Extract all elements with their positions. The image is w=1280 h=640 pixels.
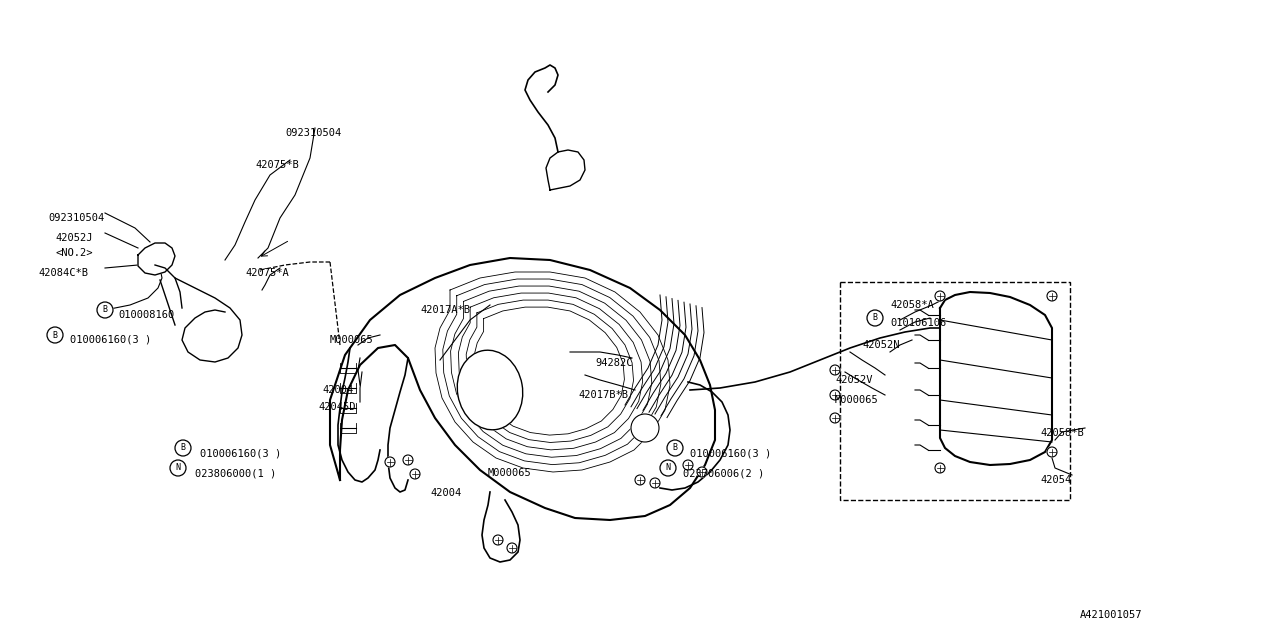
Circle shape — [493, 535, 503, 545]
Polygon shape — [940, 292, 1052, 465]
Text: B: B — [52, 330, 58, 339]
Text: 42052J: 42052J — [55, 233, 92, 243]
Circle shape — [635, 475, 645, 485]
Polygon shape — [330, 258, 716, 520]
Text: M000065: M000065 — [488, 468, 531, 478]
Circle shape — [1047, 447, 1057, 457]
Text: 42058*B: 42058*B — [1039, 428, 1084, 438]
Ellipse shape — [457, 350, 522, 430]
Text: 42052V: 42052V — [835, 375, 873, 385]
Text: 42058*A: 42058*A — [890, 300, 933, 310]
Circle shape — [1047, 291, 1057, 301]
Circle shape — [934, 463, 945, 473]
Circle shape — [385, 457, 396, 467]
Circle shape — [650, 478, 660, 488]
Text: B: B — [672, 444, 677, 452]
Text: 42075*A: 42075*A — [244, 268, 289, 278]
Text: A421001057: A421001057 — [1080, 610, 1143, 620]
Circle shape — [829, 390, 840, 400]
Text: 42075*B: 42075*B — [255, 160, 298, 170]
Text: 010008160: 010008160 — [118, 310, 174, 320]
Circle shape — [660, 460, 676, 476]
Circle shape — [170, 460, 186, 476]
Text: M000065: M000065 — [330, 335, 374, 345]
Polygon shape — [547, 150, 585, 190]
Text: 023806000(1 ): 023806000(1 ) — [195, 468, 276, 478]
Text: 010106106: 010106106 — [890, 318, 946, 328]
Text: <NO.2>: <NO.2> — [55, 248, 92, 258]
Bar — [840, 282, 1070, 500]
Text: 010006160(3 ): 010006160(3 ) — [690, 448, 772, 458]
Text: 010006160(3 ): 010006160(3 ) — [70, 335, 151, 345]
Text: 023706006(2 ): 023706006(2 ) — [684, 468, 764, 478]
Text: 092310504: 092310504 — [285, 128, 342, 138]
Circle shape — [698, 467, 707, 477]
Text: 42004: 42004 — [430, 488, 461, 498]
Circle shape — [410, 469, 420, 479]
Text: 42054: 42054 — [1039, 475, 1071, 485]
Text: 010006160(3 ): 010006160(3 ) — [200, 448, 282, 458]
Circle shape — [934, 291, 945, 301]
Circle shape — [47, 327, 63, 343]
Text: 42017A*B: 42017A*B — [420, 305, 470, 315]
Text: 42052N: 42052N — [861, 340, 900, 350]
Text: N: N — [666, 463, 671, 472]
Text: 42084C*B: 42084C*B — [38, 268, 88, 278]
Circle shape — [403, 455, 413, 465]
Text: B: B — [102, 305, 108, 314]
Circle shape — [175, 440, 191, 456]
Text: B: B — [873, 314, 878, 323]
Circle shape — [507, 543, 517, 553]
Polygon shape — [138, 243, 175, 275]
Circle shape — [867, 310, 883, 326]
Circle shape — [684, 460, 692, 470]
Text: N: N — [175, 463, 180, 472]
Text: 092310504: 092310504 — [49, 213, 104, 223]
Circle shape — [829, 365, 840, 375]
Text: M000065: M000065 — [835, 395, 879, 405]
Text: B: B — [180, 444, 186, 452]
Polygon shape — [155, 265, 242, 362]
Text: 42045D: 42045D — [317, 402, 356, 412]
Text: 42004: 42004 — [323, 385, 353, 395]
Circle shape — [631, 414, 659, 442]
Circle shape — [97, 302, 113, 318]
Text: 94282C: 94282C — [595, 358, 632, 368]
Text: 42017B*B: 42017B*B — [579, 390, 628, 400]
Circle shape — [667, 440, 684, 456]
Circle shape — [829, 413, 840, 423]
